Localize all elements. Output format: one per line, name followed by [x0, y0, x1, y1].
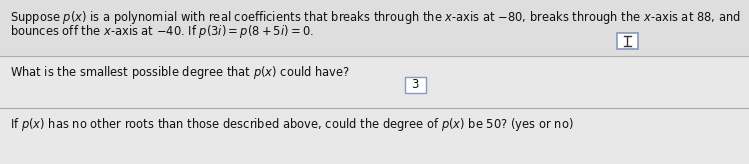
Text: bounces off the $x$-axis at $-$40. If $p(3i) = p(8 + 5i) = 0$.: bounces off the $x$-axis at $-$40. If $p…: [10, 23, 314, 40]
FancyBboxPatch shape: [616, 32, 637, 49]
Text: What is the smallest possible degree that $p(x)$ could have?: What is the smallest possible degree tha…: [10, 64, 350, 81]
Text: 3: 3: [411, 78, 419, 91]
FancyBboxPatch shape: [0, 108, 749, 164]
FancyBboxPatch shape: [404, 76, 425, 92]
FancyBboxPatch shape: [0, 0, 749, 56]
FancyBboxPatch shape: [0, 56, 749, 108]
Text: If $p(x)$ has no other roots than those described above, could the degree of $p(: If $p(x)$ has no other roots than those …: [10, 116, 574, 133]
Text: Suppose $p(x)$ is a polynomial with real coefficients that breaks through the $x: Suppose $p(x)$ is a polynomial with real…: [10, 9, 741, 26]
